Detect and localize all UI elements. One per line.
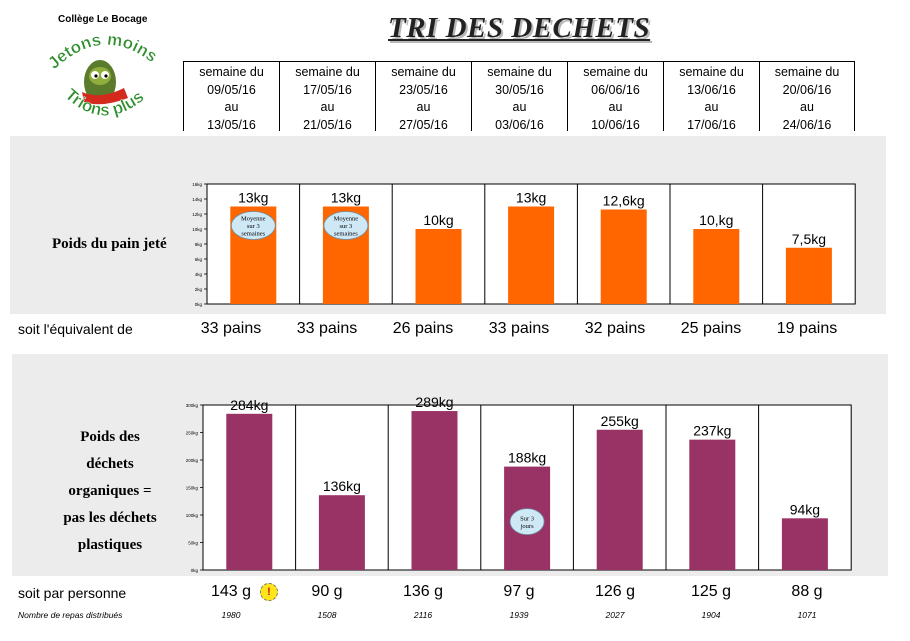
per-person-label: soit par personne	[18, 585, 127, 601]
annotation-text: sur 3	[339, 223, 352, 230]
annotation-text: jours	[520, 523, 534, 530]
data-label: 7,5kg	[792, 231, 826, 247]
warning-icon: !	[260, 583, 278, 601]
y-tick-label: 300kg	[186, 403, 199, 408]
bar	[415, 229, 462, 304]
meals-value: 2116	[413, 610, 433, 620]
data-label: 12,6kg	[603, 193, 645, 209]
week-cell: semaine du 17/05/16 au 21/05/16	[279, 62, 375, 132]
bar	[693, 229, 740, 304]
data-label: 136kg	[323, 478, 361, 494]
per-person-value: 90 g	[311, 583, 343, 600]
data-label: 255kg	[601, 413, 639, 429]
meals-value: 1071	[797, 610, 817, 620]
bar	[596, 429, 643, 570]
bar	[411, 411, 458, 570]
bar	[600, 209, 647, 304]
y-tick-label: 250kg	[186, 431, 199, 436]
meals-value: 1980	[221, 610, 241, 620]
organic-chart-label: Poids des déchets organiques = pas les d…	[63, 429, 157, 553]
y-tick-label: 0kg	[195, 302, 203, 307]
data-label: 13kg	[238, 190, 268, 206]
equivalent-label: soit l'équivalent de	[18, 321, 133, 337]
data-label: 237kg	[693, 423, 731, 439]
bar	[318, 495, 365, 570]
meals-value: 2027	[605, 610, 625, 620]
y-tick-label: 8kg	[195, 242, 203, 247]
bread-chart-label: Poids du pain jeté	[52, 236, 167, 252]
y-tick-label: 2kg	[195, 287, 203, 292]
data-label: 10kg	[423, 212, 453, 228]
equivalent-value: 32 pains	[584, 320, 646, 337]
per-person-value: 97 g	[503, 583, 535, 600]
meals-value: 1508	[317, 610, 337, 620]
annotation-text: semaines	[241, 231, 265, 238]
data-label: 94kg	[790, 501, 820, 517]
week-cell: semaine du 30/05/16 au 03/06/16	[471, 62, 567, 132]
y-tick-label: 100kg	[186, 513, 199, 518]
annotation-text: Sur 3	[520, 515, 534, 522]
per-person-value: 126 g	[594, 583, 636, 600]
equivalent-value: 33 pains	[296, 320, 358, 337]
meals-label: Nombre de repas distribués	[18, 610, 123, 620]
data-label: 289kg	[415, 394, 453, 410]
annotation-bubble	[509, 508, 545, 535]
data-label: 13kg	[516, 190, 546, 206]
equivalent-value: 19 pains	[776, 320, 838, 337]
week-cell: semaine du 20/06/16 au 24/06/16	[759, 62, 855, 132]
y-tick-label: 150kg	[186, 486, 199, 491]
week-cell: semaine du 06/06/16 au 10/06/16	[567, 62, 663, 132]
bar	[781, 518, 828, 570]
bar	[508, 206, 555, 304]
annotation-text: Moyenne	[334, 216, 359, 223]
y-tick-label: 12kg	[192, 212, 202, 217]
y-tick-label: 4kg	[195, 272, 203, 277]
data-label: 284kg	[230, 397, 268, 413]
annotation-bubble	[323, 211, 369, 240]
bar	[226, 413, 273, 570]
bar	[689, 439, 736, 570]
meals-value: 1939	[509, 610, 529, 620]
organic-waste-chart: 0kg 50kg 100kg 150kg 200kg 250kg 300kg 284kg 136…	[186, 394, 852, 573]
equivalent-value: 26 pains	[392, 320, 454, 337]
week-header: semaine du 09/05/16 au 13/05/16 semaine du 1…	[183, 61, 855, 132]
y-tick-label: 200kg	[186, 458, 199, 463]
school-logo: Jetons moins Trions plus	[44, 26, 164, 130]
bread-weight-chart: 0kg 2kg 4kg 6kg 8kg 10kg 12kg 14kg 16kg 13kg 13kg 1…	[192, 182, 856, 307]
page-title: TRI DES DECHETS	[388, 12, 651, 44]
data-label: 10,kg	[699, 212, 733, 228]
per-person-value: 125 g	[690, 583, 732, 600]
per-person-value: 143 g	[210, 583, 252, 600]
week-cell: semaine du 09/05/16 au 13/05/16	[183, 62, 279, 132]
bar	[785, 247, 832, 304]
meals-value: 1904	[701, 610, 721, 620]
per-person-value: 136 g	[402, 583, 444, 600]
per-person-value: 88 g	[791, 583, 823, 600]
data-label: 188kg	[508, 450, 546, 466]
equivalent-value: 33 pains	[488, 320, 550, 337]
week-cell: semaine du 23/05/16 au 27/05/16	[375, 62, 471, 132]
y-tick-label: 50kg	[188, 541, 198, 546]
annotation-text: sur 3	[247, 223, 260, 230]
y-tick-label: 14kg	[192, 197, 202, 202]
y-tick-label: 0kg	[191, 568, 199, 573]
annotation-text: Moyenne	[241, 216, 266, 223]
annotation-text: semaines	[334, 231, 358, 238]
equivalent-value: 25 pains	[680, 320, 742, 337]
y-tick-label: 16kg	[192, 182, 202, 187]
annotation-bubble	[230, 211, 276, 240]
equivalent-value: 33 pains	[200, 320, 262, 337]
week-cell: semaine du 13/06/16 au 17/06/16	[663, 62, 759, 132]
school-name: Collège Le Bocage	[58, 14, 148, 25]
y-tick-label: 6kg	[195, 257, 203, 262]
data-label: 13kg	[331, 190, 361, 206]
y-tick-label: 10kg	[192, 227, 202, 232]
